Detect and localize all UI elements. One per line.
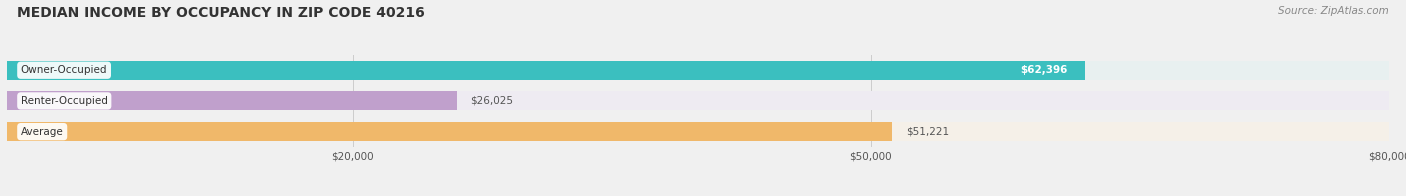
Bar: [7, 61, 1085, 80]
Bar: [7, 122, 1389, 141]
Bar: [7, 122, 891, 141]
Text: $51,221: $51,221: [905, 127, 949, 137]
Bar: [7, 61, 1389, 80]
Bar: [7, 91, 457, 111]
Text: $26,025: $26,025: [471, 96, 513, 106]
Text: Owner-Occupied: Owner-Occupied: [21, 65, 107, 75]
Text: Renter-Occupied: Renter-Occupied: [21, 96, 108, 106]
Text: MEDIAN INCOME BY OCCUPANCY IN ZIP CODE 40216: MEDIAN INCOME BY OCCUPANCY IN ZIP CODE 4…: [17, 6, 425, 20]
Text: $62,396: $62,396: [1021, 65, 1067, 75]
Text: Average: Average: [21, 127, 63, 137]
Text: Source: ZipAtlas.com: Source: ZipAtlas.com: [1278, 6, 1389, 16]
Bar: [7, 91, 1389, 111]
